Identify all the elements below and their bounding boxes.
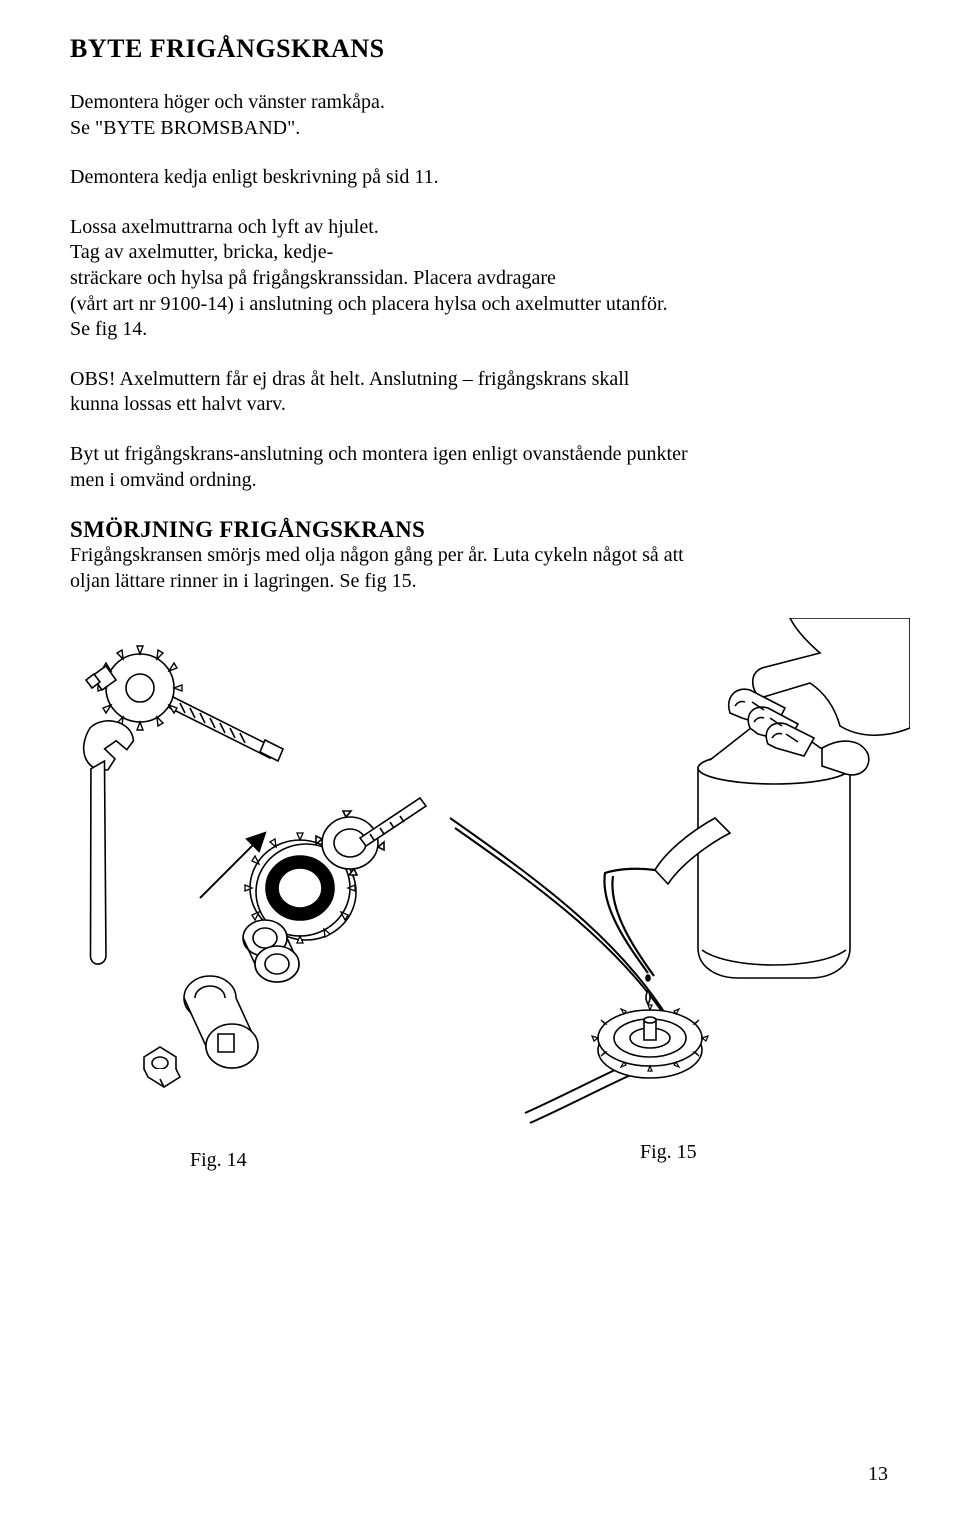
paragraph-5: Byt ut frigångskrans-anslutning och mont…	[70, 442, 890, 493]
page: BYTE FRIGÅNGSKRANS Demontera höger och v…	[0, 0, 960, 1516]
figure-15	[430, 618, 910, 1138]
figure-14-svg	[50, 618, 470, 1138]
heading-smorjning: SMÖRJNING FRIGÅNGSKRANS	[70, 517, 425, 542]
figures-container: Fig. 14 Fig. 15	[70, 618, 890, 1178]
figure-15-svg	[430, 618, 910, 1138]
paragraph-1: Demontera höger och vänster ramkåpa.Se "…	[70, 90, 890, 141]
paragraph-4: OBS! Axelmuttern får ej dras åt helt. An…	[70, 367, 890, 418]
page-number: 13	[868, 1463, 888, 1486]
figure-14-caption: Fig. 14	[190, 1149, 247, 1172]
paragraph-6: Frigångskransen smörjs med olja någon gå…	[70, 543, 890, 594]
paragraph-3: Lossa axelmuttrarna och lyft av hjulet.T…	[70, 215, 890, 343]
heading-byte-frigangskrans: BYTE FRIGÅNGSKRANS	[70, 34, 890, 64]
figure-14	[50, 618, 470, 1138]
paragraph-2: Demontera kedja enligt beskrivning på si…	[70, 165, 890, 191]
figure-15-caption: Fig. 15	[640, 1141, 697, 1164]
section-smorjning: SMÖRJNING FRIGÅNGSKRANS Frigångskransen …	[70, 517, 890, 594]
